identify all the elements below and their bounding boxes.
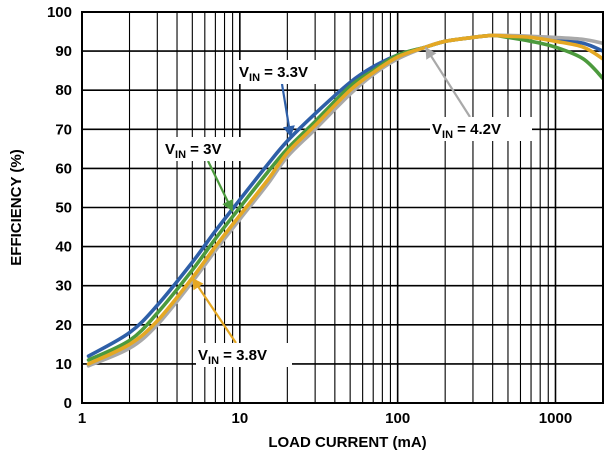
series-lines xyxy=(86,33,604,368)
plot-frame xyxy=(81,11,604,404)
x-tick-label: 1 xyxy=(78,410,86,427)
annotation-2: VIN = 3V xyxy=(163,137,243,212)
annotation-label: VIN = 4.2V xyxy=(432,121,501,141)
y-tick-label: 0 xyxy=(64,395,72,412)
y-tick-label: 100 xyxy=(47,4,72,21)
annotation-label: VIN = 3.3V xyxy=(239,64,308,84)
x-tick-label: 100 xyxy=(385,410,410,427)
annotation-label-bg xyxy=(196,343,292,367)
y-tick-label: 40 xyxy=(55,239,72,256)
series-line-4 xyxy=(86,33,604,366)
annotation-4: VIN = 3.8V xyxy=(191,277,292,367)
annotation-arrowhead xyxy=(282,125,295,138)
y-tick-label: 70 xyxy=(55,121,72,138)
y-tick-label: 50 xyxy=(55,200,72,217)
x-tick-label: 1000 xyxy=(539,410,572,427)
annotation-arrowhead xyxy=(425,47,437,60)
annotation-label: VIN = 3V xyxy=(165,141,221,161)
grid xyxy=(82,11,603,404)
y-tick-label: 30 xyxy=(55,278,72,295)
annotation-label-bg xyxy=(430,117,532,141)
annotation-label: VIN = 3.8V xyxy=(198,347,267,367)
annotation-arrow xyxy=(191,277,237,344)
y-tick-label: 20 xyxy=(55,317,72,334)
series-line-1 xyxy=(86,33,604,358)
y-tick-label: 10 xyxy=(55,356,72,373)
x-axis-label: LOAD CURRENT (mA) xyxy=(268,434,426,451)
y-tick-label: 60 xyxy=(55,160,72,177)
annotation-arrow xyxy=(424,46,471,118)
annotation-label-bg xyxy=(163,137,243,161)
x-tick-label: 10 xyxy=(231,410,248,427)
annotation-arrowhead xyxy=(222,198,234,212)
annotation-3: VIN = 4.2V xyxy=(424,46,532,141)
y-tick-label: 80 xyxy=(55,82,72,99)
annotation-1: VIN = 3.3V xyxy=(237,60,332,138)
annotations: VIN = 3.3V VIN = 3V VIN = 4.2V VIN = 3.8V xyxy=(163,46,532,367)
annotation-label-bg xyxy=(237,60,332,84)
y-axis-label: EFFICIENCY (%) xyxy=(8,149,25,265)
y-tick-label: 90 xyxy=(55,43,72,60)
annotation-arrowhead xyxy=(192,277,204,291)
